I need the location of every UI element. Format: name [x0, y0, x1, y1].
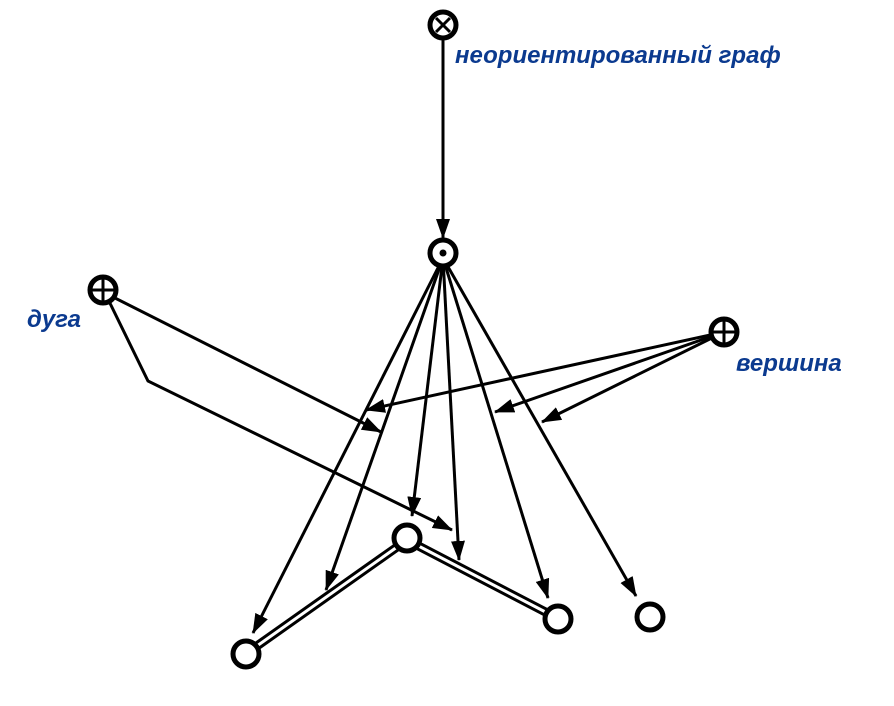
membership-arc-4 [441, 257, 465, 561]
membership-arc-5 [441, 257, 550, 599]
ring-icon [542, 603, 574, 635]
label-arc: дуга [27, 306, 81, 333]
vertex-class-link-1 [365, 330, 725, 413]
membership-arc-1 [251, 257, 445, 634]
circled-plus-icon [708, 316, 740, 348]
vertex-class-link-3 [541, 330, 725, 424]
undirected-edge-left-inner [246, 538, 408, 655]
arc-class-links [103, 291, 453, 532]
ring-icon [634, 601, 666, 633]
circled-plus-icon [87, 274, 119, 306]
vertex-class-links [365, 330, 725, 424]
arc-class-link-2 [103, 292, 453, 532]
membership-arcs [251, 257, 638, 634]
vertex-class-link-2 [494, 330, 725, 414]
undirected-edge-right-inner [406, 538, 558, 620]
circled-dot-icon [427, 237, 459, 269]
label-graph: неориентированный граф [455, 42, 781, 69]
arc-class-link-1 [104, 291, 382, 434]
undirected-edges [244, 536, 560, 657]
ring-icon [230, 638, 262, 670]
membership-arc-2 [324, 257, 445, 591]
circled-times-icon [427, 9, 459, 41]
membership-arc-6 [441, 257, 638, 597]
membership-arc-3 [407, 257, 445, 517]
ring-icon [391, 522, 423, 554]
label-vertex: вершина [736, 350, 842, 377]
vertex-nodes [230, 522, 666, 670]
